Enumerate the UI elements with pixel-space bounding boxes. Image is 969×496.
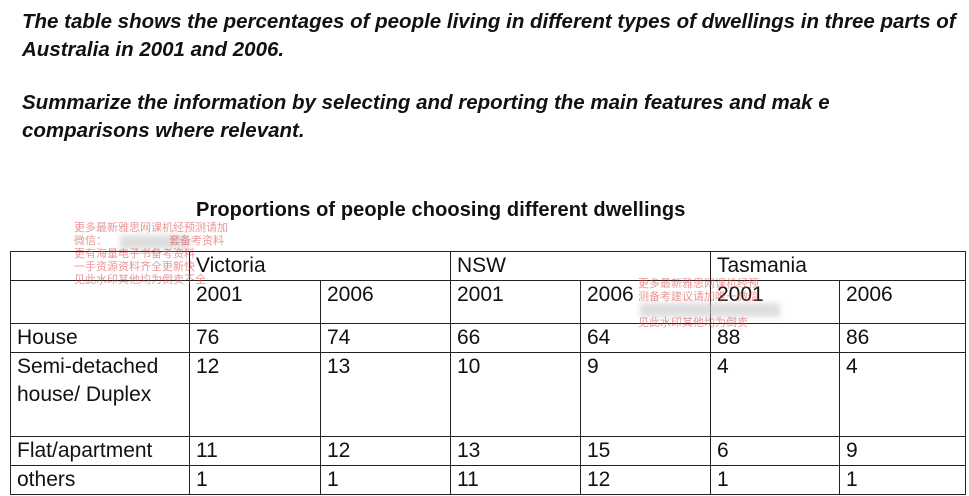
data-cell: 12 [580,465,711,495]
data-cell: 12 [320,436,451,466]
year-header: 2006 [320,280,451,324]
year-header: 2001 [189,280,321,324]
data-cell: 1 [320,465,451,495]
region-victoria: Victoria [189,251,451,281]
data-cell: 1 [838,465,967,495]
year-header: 2006 [580,280,711,324]
data-cell: 76 [189,323,321,353]
table-row: Flat/apartment 11 12 13 15 6 9 [10,436,967,466]
region-nsw: NSW [450,251,711,281]
row-label: others [10,465,190,495]
data-cell: 9 [580,352,711,437]
data-cell: 4 [710,352,840,437]
data-cell: 10 [450,352,581,437]
prompt-description: The table shows the percentages of peopl… [22,10,956,61]
data-cell: 12 [189,352,321,437]
prompt-instruction: Summarize the information by selecting a… [22,91,830,142]
data-cell: 11 [189,436,321,466]
watermark-line: 更多最新雅思网课机经预测请加 [74,221,228,234]
data-cell: 88 [710,323,840,353]
data-cell: 66 [450,323,581,353]
table-title: Proportions of people choosing different… [196,199,686,221]
blurred-contact [120,235,190,249]
data-cell: 6 [710,436,840,466]
data-cell: 4 [838,352,967,437]
data-cell: 13 [320,352,451,437]
year-header-row: 2001 2006 2001 2006 2001 2006 [10,280,967,324]
data-cell: 13 [450,436,581,466]
data-cell: 86 [838,323,967,353]
region-tasmania: Tasmania [709,251,967,281]
data-cell: 11 [450,465,581,495]
table-row: Semi-detached house/ Duplex 12 13 10 9 4… [10,352,967,437]
year-header: 2001 [450,280,581,324]
corner-cell [10,280,190,324]
blurred-contact [640,303,780,317]
row-label: House [10,323,190,353]
task-prompt: The table shows the percentages of peopl… [22,8,957,145]
year-header: 2001 [710,280,840,324]
table-row: others 1 1 11 12 1 1 [10,465,967,495]
row-label: Semi-detached house/ Duplex [10,352,190,437]
data-cell: 15 [580,436,711,466]
dwellings-table: Victoria NSW Tasmania 2001 2006 2001 200… [10,251,967,495]
data-cell: 64 [580,323,711,353]
data-cell: 9 [838,436,967,466]
year-header: 2006 [838,280,967,324]
table-row: House 76 74 66 64 88 86 [10,323,967,353]
corner-cell [10,251,190,281]
row-label: Flat/apartment [10,436,190,466]
data-cell: 1 [710,465,840,495]
data-cell: 1 [189,465,321,495]
region-header-row: Victoria NSW Tasmania [10,251,967,281]
data-cell: 74 [320,323,451,353]
